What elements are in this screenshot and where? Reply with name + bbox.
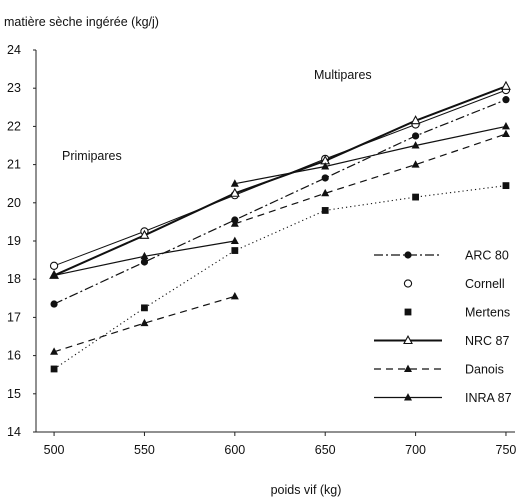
data-point: [230, 219, 239, 227]
x-tick-label: 650: [315, 443, 336, 457]
x-tick-label: 600: [224, 443, 245, 457]
data-point: [140, 318, 149, 327]
y-tick-label: 14: [7, 425, 21, 439]
data-point: [321, 207, 329, 214]
y-tick-label: 20: [7, 196, 21, 210]
legend-marker: [403, 334, 413, 345]
y-tick-label: 24: [7, 43, 21, 57]
y-tick-label: 17: [7, 310, 21, 324]
x-tick-label: 500: [44, 443, 65, 457]
y-tick-label: 21: [7, 158, 21, 172]
series-line: [53, 295, 235, 353]
data-point: [229, 187, 240, 197]
legend-label: ARC 80: [465, 249, 509, 263]
y-tick-label: 15: [7, 387, 21, 401]
legend-label: NRC 87: [465, 334, 510, 348]
series-layer: [49, 80, 511, 373]
legend-marker: [404, 251, 412, 259]
data-point: [230, 291, 239, 300]
x-tick-label: 700: [405, 443, 426, 457]
series-line: [53, 99, 507, 305]
series-inra-87: [50, 122, 510, 279]
series-line: [53, 185, 507, 370]
legend-item: ARC 80: [374, 249, 509, 263]
data-point: [141, 304, 148, 312]
data-point: [411, 132, 420, 140]
y-tick-label: 16: [7, 349, 21, 363]
legend-item: NRC 87: [374, 334, 510, 348]
legend-label: Cornell: [465, 277, 505, 291]
series-line: [53, 85, 507, 277]
legend-label: INRA 87: [465, 391, 512, 405]
data-point: [140, 258, 149, 266]
y-tick-label: 18: [7, 272, 21, 286]
data-point: [321, 174, 329, 182]
data-point: [230, 179, 239, 187]
series-line: [234, 125, 507, 185]
y-tick-label: 19: [7, 234, 21, 248]
legend: ARC 80 Cornell Mertens NRC 87 Danois INRA 87: [374, 249, 512, 405]
data-point: [501, 122, 510, 130]
legend-marker: [403, 279, 413, 288]
legend-item: Mertens: [404, 306, 510, 320]
data-point: [412, 193, 419, 201]
data-point: [410, 115, 421, 125]
y-axis-label: matière sèche ingérée (kg/j): [4, 15, 159, 29]
series-danois: [50, 129, 510, 355]
legend-marker: [404, 393, 412, 401]
series-nrc-87: [49, 80, 511, 279]
x-tick-label: 550: [134, 443, 155, 457]
y-tick-label: 23: [7, 81, 21, 95]
annotation-multipares: Multipares: [314, 68, 372, 82]
data-point: [140, 251, 149, 260]
data-point: [502, 182, 510, 190]
series-arc-80: [50, 96, 510, 308]
data-point: [139, 229, 150, 239]
data-point: [230, 236, 239, 244]
data-point: [411, 141, 420, 149]
series-mertens: [50, 182, 510, 373]
legend-item: Cornell: [403, 277, 505, 291]
data-point: [502, 96, 510, 104]
data-point: [321, 188, 330, 197]
data-point: [50, 347, 59, 355]
legend-marker: [404, 364, 412, 372]
data-point: [49, 261, 59, 270]
data-point: [50, 270, 59, 279]
y-tick-label: 22: [7, 119, 21, 133]
legend-item: INRA 87: [374, 391, 512, 405]
data-point: [501, 80, 511, 90]
data-point: [231, 247, 239, 254]
data-point: [411, 160, 420, 168]
legend-item: Danois: [374, 363, 504, 377]
data-point: [50, 300, 58, 308]
axes: 14 15 16 17 18 19 20 21 22 23 24 500 550 600 650 700 750: [7, 43, 516, 457]
legend-label: Mertens: [465, 306, 510, 320]
annotation-primipares: Primipares: [62, 149, 122, 163]
legend-label: Danois: [465, 363, 504, 377]
data-point: [501, 129, 510, 138]
x-tick-label: 750: [496, 443, 517, 457]
data-point: [321, 162, 330, 170]
data-point: [50, 365, 58, 373]
legend-marker: [404, 308, 412, 316]
x-axis-label: poids vif (kg): [271, 483, 342, 497]
